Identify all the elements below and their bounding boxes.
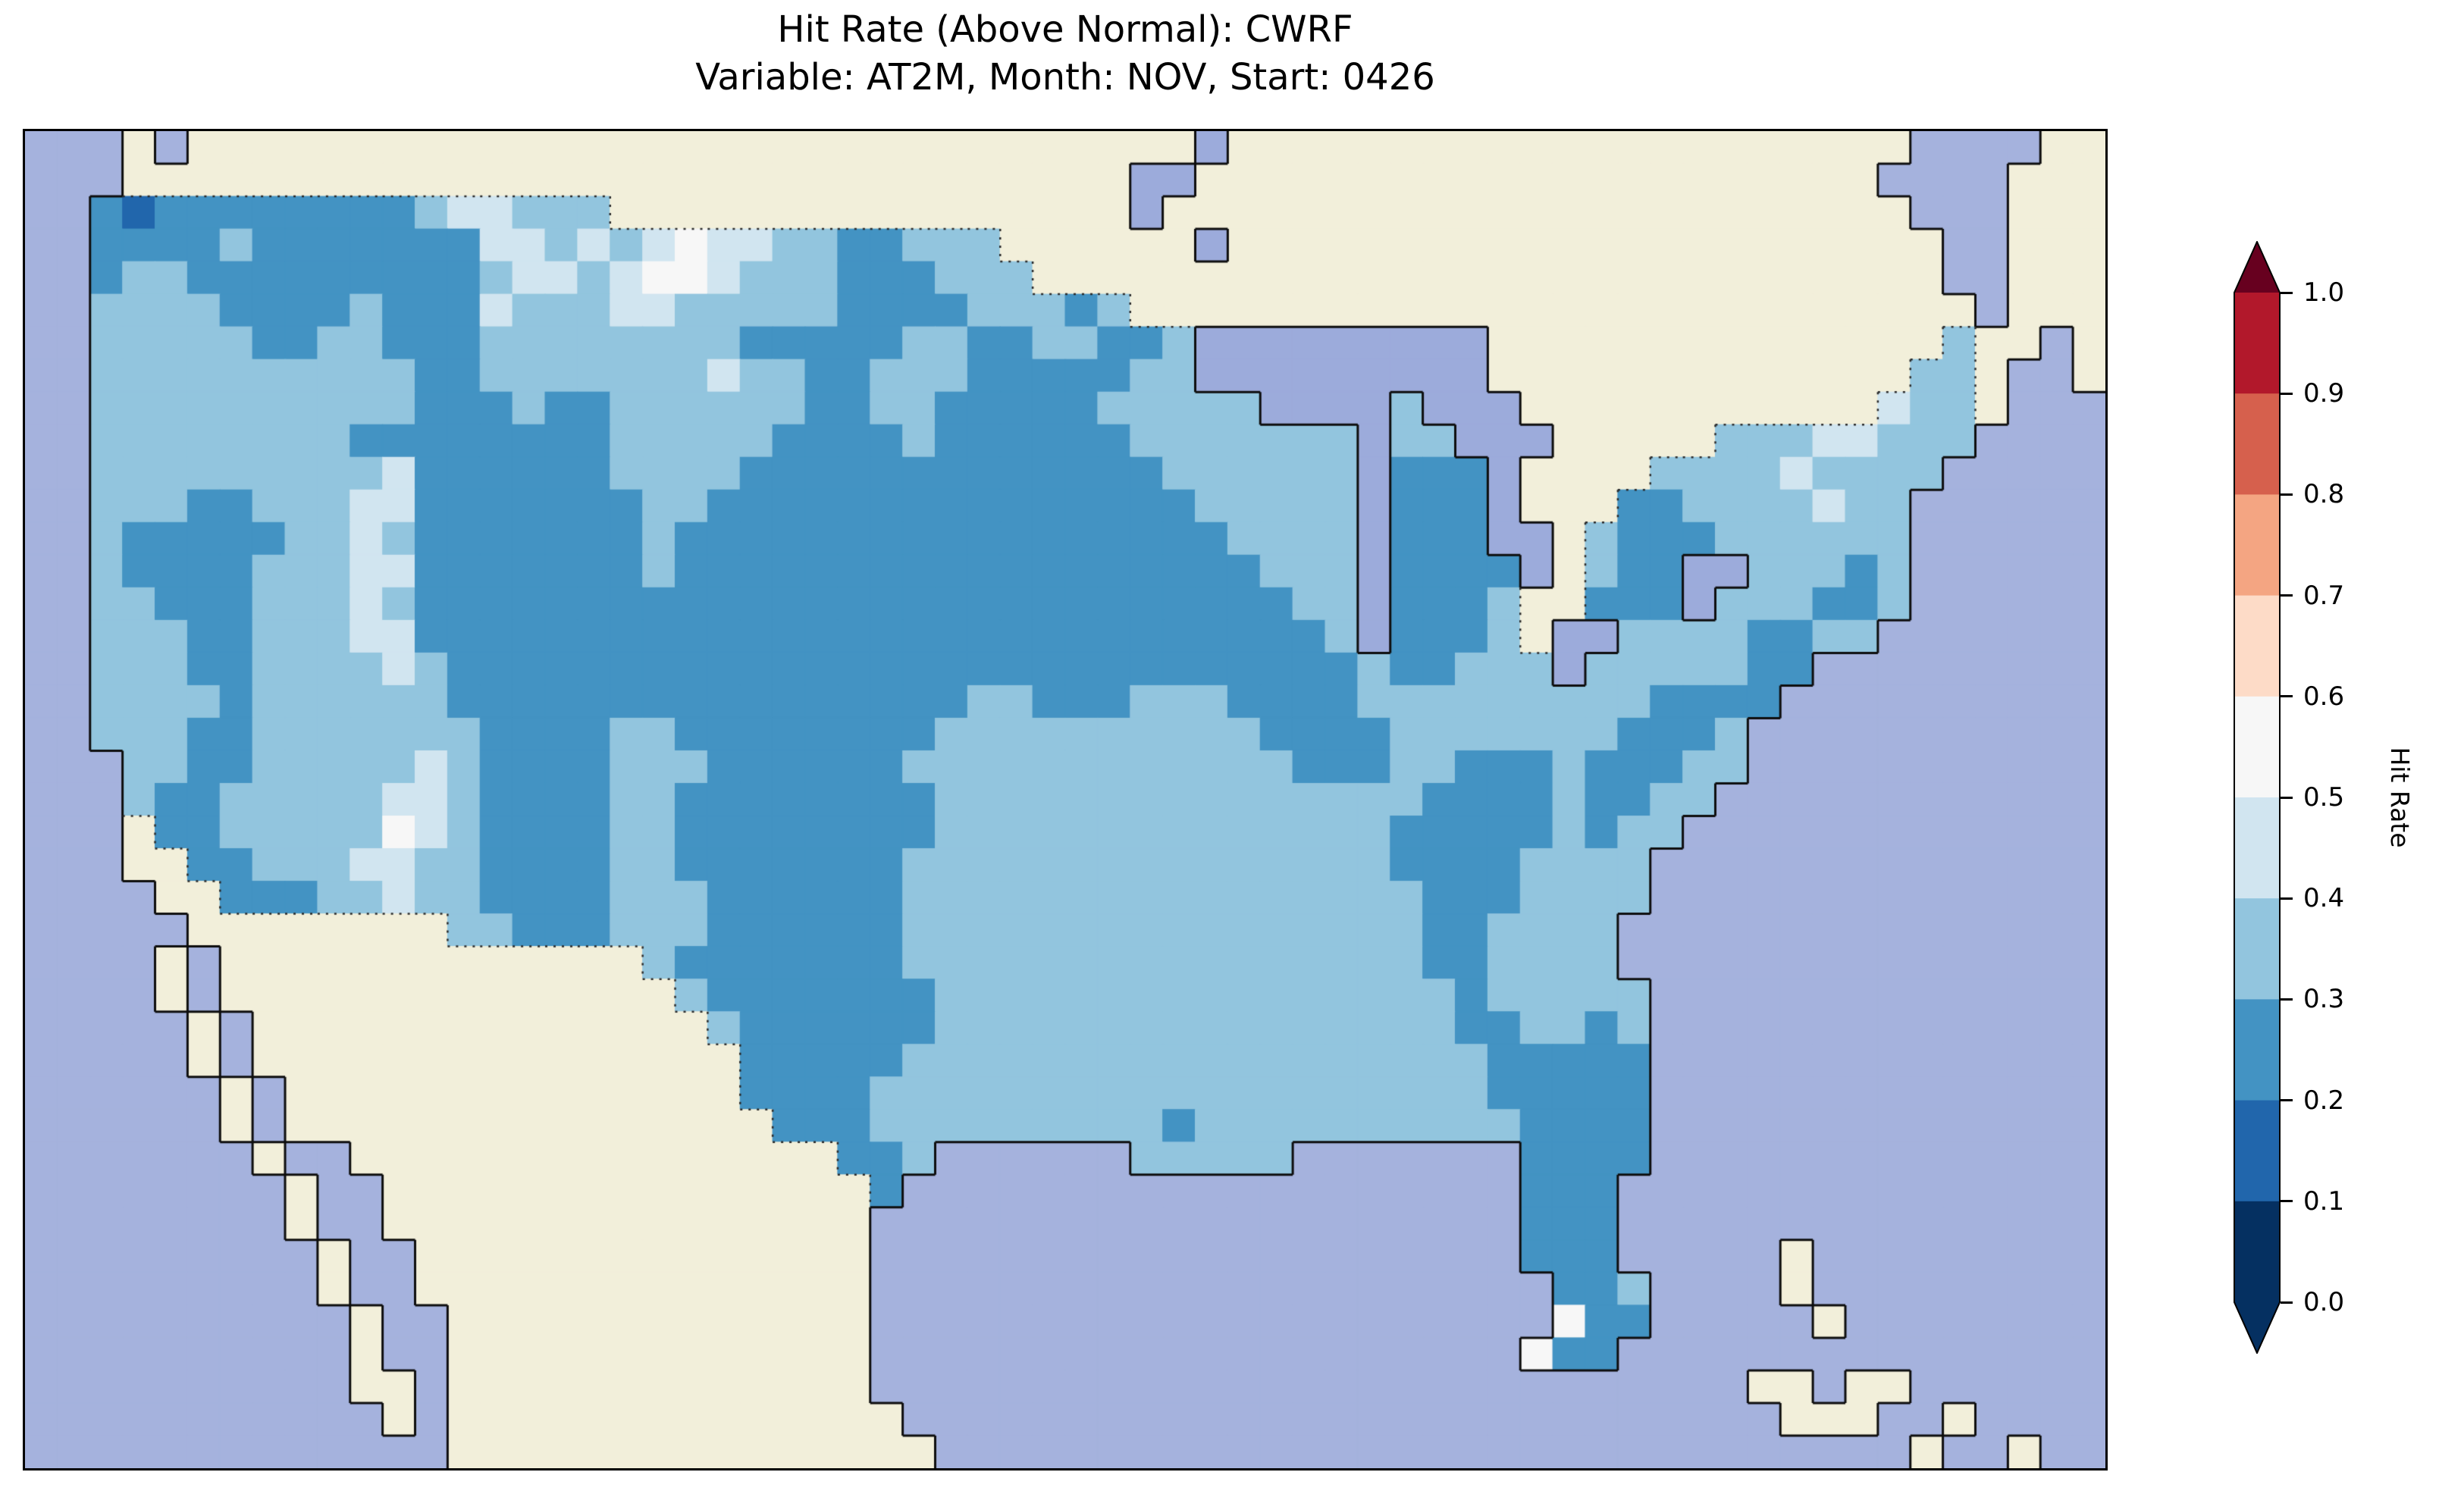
colorbar-tick-label: 0.2: [2303, 1085, 2345, 1116]
colorbar-svg: [2234, 240, 2281, 1355]
colorbar-tick-label: 0.4: [2303, 883, 2345, 914]
map-axes: [23, 129, 2108, 1471]
colorbar-tick-mark: [2281, 1200, 2293, 1203]
colorbar-tick-label: 0.6: [2303, 681, 2345, 712]
colorbar-band: [2234, 696, 2280, 798]
title-line-2: Variable: AT2M, Month: NOV, Start: 0426: [695, 56, 1435, 99]
colorbar-tick-label: 0.9: [2303, 378, 2345, 409]
colorbar-under-arrow: [2234, 1302, 2280, 1353]
colorbar-tick: 0.2: [2281, 1085, 2344, 1116]
map-canvas: [25, 131, 2105, 1468]
colorbar-tick: 0.4: [2281, 883, 2344, 913]
colorbar-tick: 0.0: [2281, 1287, 2344, 1317]
colorbar-band: [2234, 494, 2280, 597]
colorbar-tick-mark: [2281, 796, 2293, 799]
colorbar-tick-mark: [2281, 1301, 2293, 1304]
colorbar-band: [2234, 999, 2280, 1101]
colorbar-band: [2234, 595, 2280, 697]
colorbar-tick: 0.1: [2281, 1186, 2344, 1217]
colorbar-tick-label: 0.1: [2303, 1185, 2345, 1217]
chart-title: Hit Rate (Above Normal): CWRF Variable: …: [23, 6, 2108, 102]
colorbar-tick-mark: [2281, 1099, 2293, 1102]
colorbar-tick-mark: [2281, 695, 2293, 698]
colorbar-tick-mark: [2281, 291, 2293, 294]
colorbar-tick: 1.0: [2281, 277, 2344, 308]
title-line-1: Hit Rate (Above Normal): CWRF: [777, 8, 1353, 51]
colorbar-tick-mark: [2281, 897, 2293, 900]
colorbar-tick-label: 1.0: [2303, 277, 2345, 308]
colorbar-band: [2234, 898, 2280, 1000]
colorbar-band: [2234, 797, 2280, 899]
colorbar-tick: 0.8: [2281, 479, 2344, 509]
colorbar-tick: 0.6: [2281, 681, 2344, 712]
colorbar-tick: 0.7: [2281, 581, 2344, 611]
colorbar-tick-label: 0.5: [2303, 782, 2345, 813]
colorbar-outline: [2234, 240, 2281, 1355]
colorbar-ticks: 0.0 0.1 0.2 0.3 0.4 0.5 0.6 0.7 0.8 0.9 1.0: [2281, 277, 2409, 1317]
colorbar-tick: 0.5: [2281, 782, 2344, 813]
colorbar-bar: [2234, 240, 2281, 1357]
colorbar: 0.0 0.1 0.2 0.3 0.4 0.5 0.6 0.7 0.8 0.9 1.0 Hit Ra…: [2234, 240, 2461, 1357]
colorbar-tick: 0.9: [2281, 378, 2344, 409]
colorbar-label: Hit Rate: [2385, 747, 2415, 848]
colorbar-tick: 0.3: [2281, 984, 2344, 1014]
colorbar-band: [2234, 1100, 2280, 1202]
colorbar-band: [2234, 293, 2280, 394]
colorbar-over-arrow: [2234, 242, 2280, 293]
colorbar-tick-mark: [2281, 998, 2293, 1001]
colorbar-tick-mark: [2281, 594, 2293, 597]
colorbar-band: [2234, 393, 2280, 495]
colorbar-tick-label: 0.7: [2303, 580, 2345, 611]
colorbar-tick-label: 0.3: [2303, 984, 2345, 1015]
colorbar-tick-label: 0.8: [2303, 479, 2345, 510]
colorbar-tick-mark: [2281, 392, 2293, 395]
colorbar-tick-mark: [2281, 493, 2293, 496]
colorbar-band: [2234, 1201, 2280, 1303]
colorbar-tick-label: 0.0: [2303, 1287, 2345, 1317]
